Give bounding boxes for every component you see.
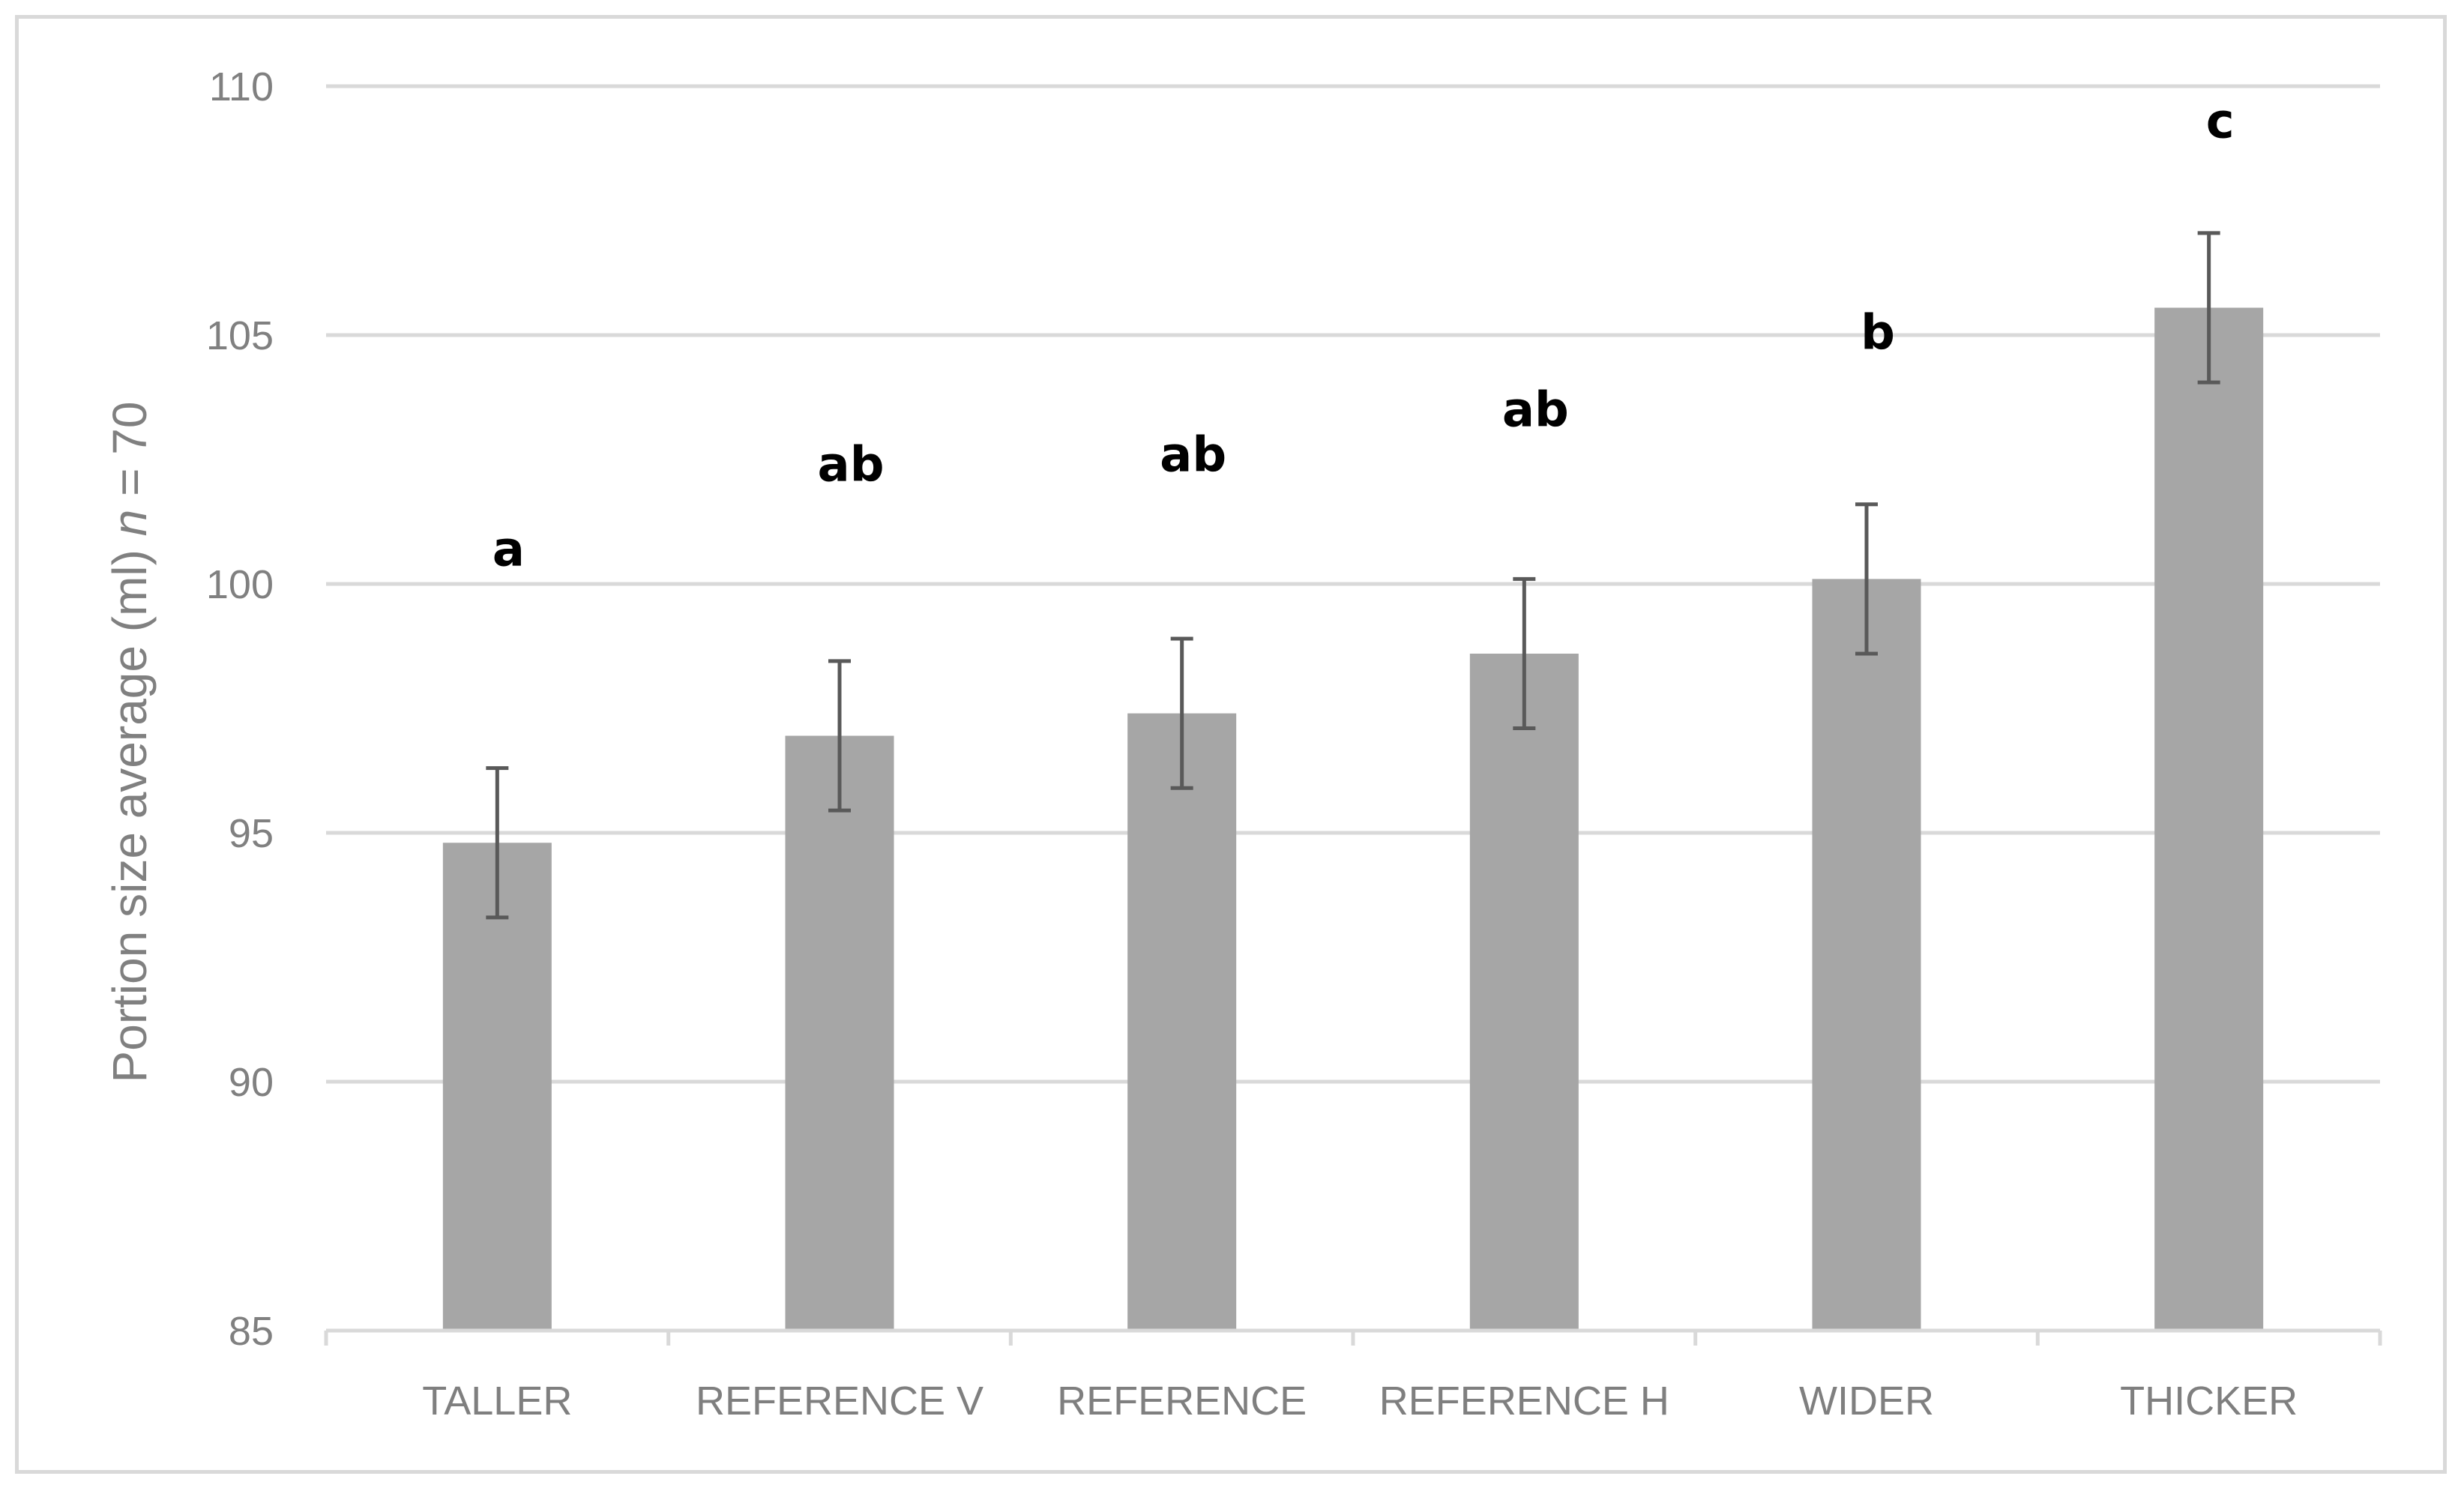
x-category-label: THICKER bbox=[2120, 1379, 2298, 1424]
gridlines bbox=[326, 84, 2380, 1084]
significance-label: b bbox=[1861, 306, 1895, 361]
significance-label: ab bbox=[1502, 383, 1569, 439]
x-axis bbox=[324, 1328, 2382, 1346]
significance-label: c bbox=[2206, 94, 2235, 149]
x-category-label: REFERENCE V bbox=[696, 1379, 984, 1424]
x-category-label: WIDER bbox=[1799, 1379, 1934, 1424]
significance-label: ab bbox=[818, 438, 885, 493]
bar-thicker bbox=[2154, 307, 2264, 1331]
y-tick-label-105: 105 bbox=[206, 313, 274, 358]
y-axis-title-italic: n bbox=[103, 510, 157, 537]
bar-reference-h bbox=[1469, 653, 1579, 1331]
x-category-label: REFERENCE H bbox=[1379, 1379, 1669, 1424]
y-axis-title-main: Portion size average (ml) bbox=[103, 536, 157, 1082]
significance-label: a bbox=[493, 522, 525, 578]
y-tick-label-85: 85 bbox=[229, 1309, 274, 1354]
y-tick-label-110: 110 bbox=[209, 64, 274, 109]
y-axis-title-suffix: = 70 bbox=[103, 402, 157, 510]
y-tick-labels: 85 90 95 100 105 110 bbox=[206, 64, 274, 1354]
x-category-labels: TALLER REFERENCE V REFERENCE REFERENCE H WID… bbox=[422, 1379, 2298, 1424]
x-category-label: REFERENCE bbox=[1057, 1379, 1307, 1424]
error-bars-group bbox=[486, 231, 2220, 920]
x-category-label: TALLER bbox=[422, 1379, 572, 1424]
bar-reference-v bbox=[785, 735, 894, 1331]
significance-labels: a ab ab ab b c bbox=[493, 94, 2235, 577]
bar-taller bbox=[442, 843, 552, 1331]
significance-label: ab bbox=[1160, 427, 1226, 483]
bar-wider bbox=[1812, 579, 1921, 1331]
bars-group bbox=[442, 307, 2264, 1331]
y-axis-title: Portion size average (ml) n = 70 bbox=[103, 402, 157, 1083]
y-tick-label-95: 95 bbox=[229, 811, 274, 856]
y-tick-label-100: 100 bbox=[206, 562, 274, 607]
bar-reference bbox=[1127, 713, 1237, 1331]
y-tick-label-90: 90 bbox=[229, 1060, 274, 1105]
